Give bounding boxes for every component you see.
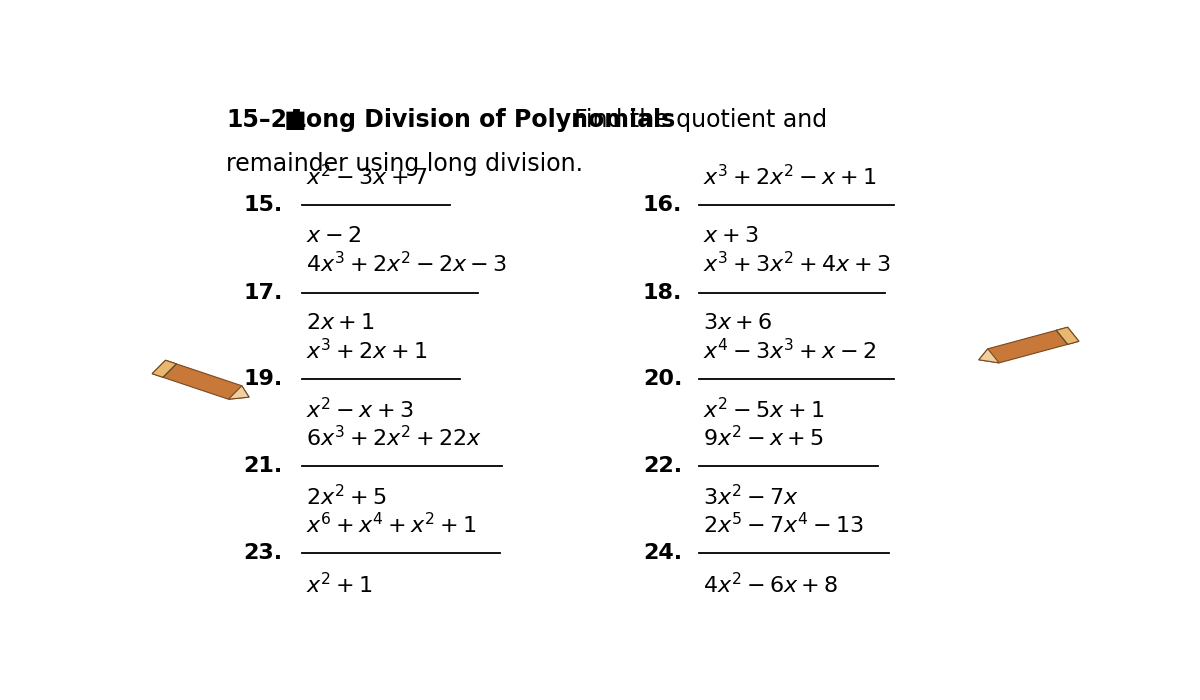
Text: $x^4 - 3x^3 + x - 2$: $x^4 - 3x^3 + x - 2$ [703,338,876,363]
Text: 17.: 17. [242,283,282,302]
Text: $2x^2 + 5$: $2x^2 + 5$ [306,484,386,510]
Text: $x^2 - 3x + 7$: $x^2 - 3x + 7$ [306,164,427,189]
Text: 20.: 20. [643,370,683,389]
Text: 24.: 24. [643,543,682,564]
Polygon shape [1056,327,1079,344]
Text: $x + 3$: $x + 3$ [703,226,758,246]
Text: $x^2 - x + 3$: $x^2 - x + 3$ [306,398,414,423]
Polygon shape [152,360,176,377]
Text: $9x^2 - x + 5$: $9x^2 - x + 5$ [703,425,824,450]
Text: 23.: 23. [242,543,282,564]
Polygon shape [152,360,250,399]
Text: $2x^5 - 7x^4 - 13$: $2x^5 - 7x^4 - 13$ [703,512,864,538]
Text: $3x^2 - 7x$: $3x^2 - 7x$ [703,484,799,510]
Text: 16.: 16. [643,195,683,216]
Text: $x^3 + 2x + 1$: $x^3 + 2x + 1$ [306,338,427,363]
Text: 19.: 19. [242,370,282,389]
Text: $x^3 + 3x^2 + 4x + 3$: $x^3 + 3x^2 + 4x + 3$ [703,251,892,276]
Text: Find the quotient and: Find the quotient and [559,108,827,132]
Text: $4x^3 + 2x^2 - 2x - 3$: $4x^3 + 2x^2 - 2x - 3$ [306,251,508,276]
Text: 22.: 22. [643,456,682,476]
Text: remainder using long division.: remainder using long division. [227,153,583,176]
Polygon shape [228,386,250,399]
Text: 15.: 15. [242,195,282,216]
Text: $2x + 1$: $2x + 1$ [306,314,376,333]
Text: $4x^2 - 6x + 8$: $4x^2 - 6x + 8$ [703,572,839,597]
Text: Long Division of Polynomials: Long Division of Polynomials [292,108,676,132]
Text: $x^2 - 5x + 1$: $x^2 - 5x + 1$ [703,398,824,423]
Text: $x^2 + 1$: $x^2 + 1$ [306,572,373,597]
Text: 18.: 18. [643,283,683,302]
Polygon shape [979,349,1000,363]
Text: 21.: 21. [242,456,282,476]
Polygon shape [979,327,1079,363]
Text: 15–24: 15–24 [227,108,304,132]
Text: ■: ■ [276,108,314,132]
Text: $x - 2$: $x - 2$ [306,226,361,246]
Text: $x^3 + 2x^2 - x + 1$: $x^3 + 2x^2 - x + 1$ [703,164,877,189]
Text: $6x^3 + 2x^2 + 22x$: $6x^3 + 2x^2 + 22x$ [306,425,482,450]
Text: $x^6 + x^4 + x^2 + 1$: $x^6 + x^4 + x^2 + 1$ [306,512,476,538]
Text: $3x + 6$: $3x + 6$ [703,314,773,333]
